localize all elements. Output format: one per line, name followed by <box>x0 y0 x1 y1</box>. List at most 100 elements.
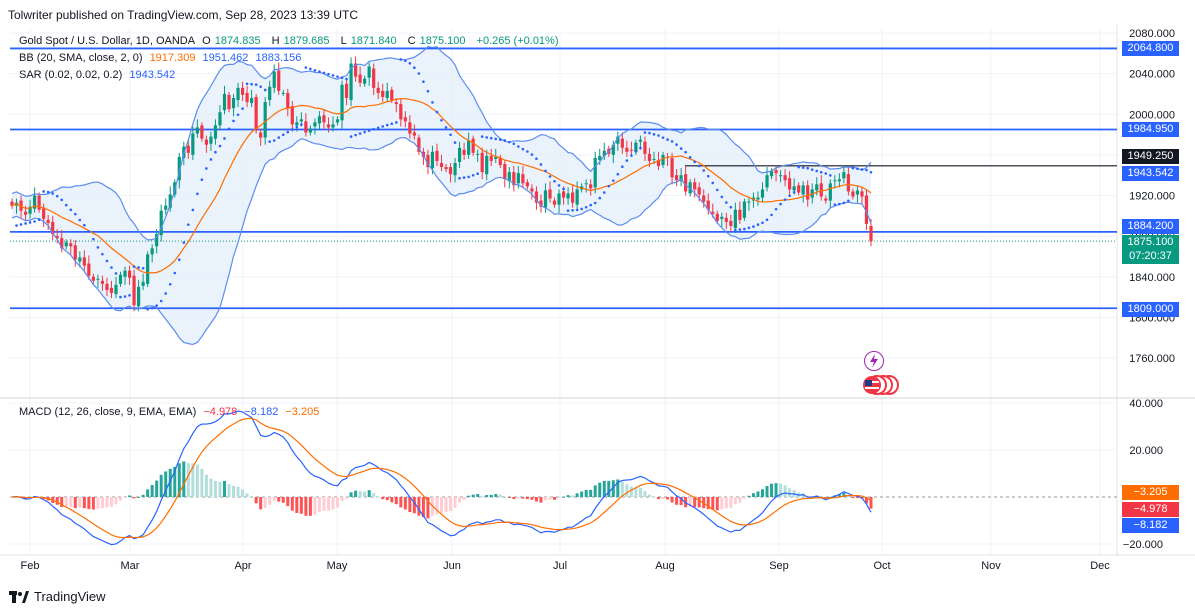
candle-body <box>87 263 91 276</box>
candle-body <box>412 132 416 136</box>
macd-histogram-bar <box>629 486 633 497</box>
macd-histogram-bar <box>607 480 611 497</box>
macd-pane <box>10 402 1117 546</box>
candle-body <box>69 243 73 247</box>
sar-dot <box>856 167 859 171</box>
candle-body <box>218 112 222 126</box>
macd-histogram-bar <box>507 497 511 498</box>
sar-dot <box>503 139 507 142</box>
sar-dot <box>815 169 819 173</box>
macd-histogram-bar <box>733 497 737 505</box>
macd-histogram-bar <box>390 497 394 503</box>
candle-body <box>123 270 127 277</box>
macd-histogram-bar <box>697 497 701 508</box>
sar-dot <box>801 166 805 169</box>
macd-histogram-bar <box>498 494 502 497</box>
macd-histogram-bar <box>480 496 484 498</box>
bollinger-band-fill <box>12 46 871 345</box>
macd-histogram-bar <box>55 497 59 505</box>
sar-dot <box>372 127 375 131</box>
macd-histogram-bar <box>539 497 543 503</box>
candle-body <box>281 92 285 94</box>
tradingview-logo[interactable]: TradingView <box>9 589 106 604</box>
macd-histogram-bar <box>322 497 326 511</box>
macd-signal-line <box>11 417 872 539</box>
candle-body <box>765 175 769 188</box>
macd-histogram-bar <box>331 497 335 510</box>
sar-dot <box>865 168 868 172</box>
economic-events-flags-icon[interactable] <box>862 374 899 395</box>
macd-histogram-bar <box>82 497 86 509</box>
sar-dot <box>829 174 832 177</box>
sar-dot <box>358 132 362 135</box>
macd-histogram-bar <box>173 466 177 497</box>
candle-body <box>661 154 665 166</box>
sar-dot <box>598 196 602 200</box>
sar-dot <box>756 223 760 226</box>
sar-dot <box>46 190 50 194</box>
candle-body <box>778 175 783 177</box>
candle-body <box>33 195 37 209</box>
sar-dot <box>797 165 800 169</box>
macd-histogram-bar <box>534 497 538 502</box>
macd-histogram-bar <box>634 487 638 497</box>
macd-histogram-bar <box>164 471 168 497</box>
event-lightning-icon[interactable] <box>864 351 884 371</box>
candle-body <box>819 183 823 197</box>
sar-dot <box>168 282 172 286</box>
macd-histogram-bar <box>412 497 416 514</box>
candle-body <box>385 90 389 98</box>
sar-dot <box>860 168 864 171</box>
macd-histogram-bar <box>584 489 588 497</box>
candle-body <box>616 136 620 144</box>
sar-dot <box>743 227 746 231</box>
sar-dot <box>164 292 168 295</box>
candle-body <box>376 87 380 93</box>
candle-body <box>313 122 317 127</box>
macd-histogram-bar <box>756 491 760 497</box>
candle-body <box>530 188 534 192</box>
macd-histogram-bar <box>557 497 561 498</box>
macd-histogram-bar <box>851 497 855 498</box>
sar-dot <box>64 203 68 207</box>
sar-dot <box>417 72 421 75</box>
candle-body <box>711 211 715 214</box>
candle-body <box>571 192 575 203</box>
macd-histogram-bar <box>177 463 181 497</box>
candle-body <box>575 189 579 205</box>
macd-histogram-bar <box>195 464 199 497</box>
time-axis-label: May <box>327 560 348 572</box>
sar-dot <box>159 299 163 303</box>
legend-macd-signal: −3.205 <box>285 406 320 418</box>
sar-dot <box>625 159 629 162</box>
macd-histogram-bar <box>326 497 330 511</box>
sar-dot <box>458 176 461 180</box>
candle-body <box>105 283 109 290</box>
price-tag-1949: 1949.250 <box>1122 149 1179 164</box>
sar-dot <box>110 266 113 269</box>
candle-body <box>860 191 864 197</box>
candle-body <box>28 206 32 214</box>
macd-histogram-bar <box>191 463 195 497</box>
candle-body <box>783 175 787 181</box>
sar-dot <box>489 136 493 140</box>
sar-dot <box>494 137 498 141</box>
candle-body <box>290 106 294 125</box>
sar-dot <box>526 150 529 153</box>
sar-dot <box>648 131 651 135</box>
candle-body <box>552 200 557 205</box>
macd-histogram-bar <box>788 488 792 497</box>
candle-body <box>634 142 638 152</box>
macd-histogram-bar <box>440 497 443 514</box>
sar-dot <box>449 133 452 137</box>
candle-body <box>476 153 480 155</box>
candle-body <box>254 96 258 131</box>
macd-histogram-bar <box>489 494 493 497</box>
macd-histogram-bar <box>245 493 249 497</box>
candle-body <box>625 147 629 152</box>
bollinger-fill <box>12 46 871 345</box>
macd-histogram-bar <box>566 495 570 497</box>
sar-dot <box>593 201 597 205</box>
sar-dot <box>702 169 706 172</box>
